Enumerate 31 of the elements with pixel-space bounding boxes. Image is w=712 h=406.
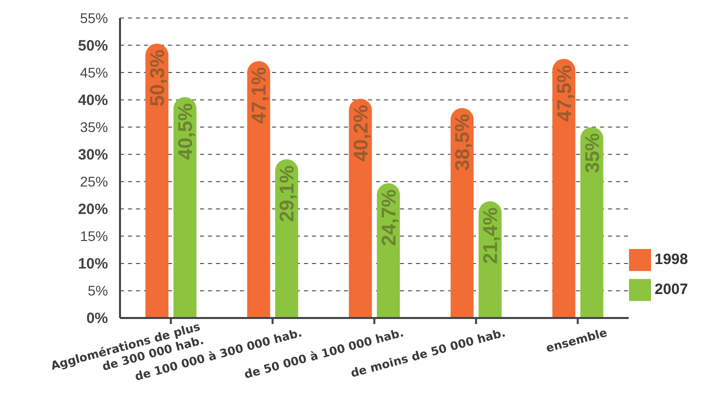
data-label: 35% <box>582 132 604 174</box>
data-label: 47,1% <box>248 66 271 124</box>
bar <box>552 58 576 318</box>
y-tick-label: 5% <box>88 282 108 299</box>
bar <box>173 97 196 318</box>
y-tick-label: 55% <box>80 10 108 26</box>
data-label: 50,3% <box>146 49 169 106</box>
bar <box>348 98 372 318</box>
y-tick-label: 20% <box>78 200 108 218</box>
data-label: 40,2% <box>350 104 372 162</box>
y-tick-label: 25% <box>80 174 108 190</box>
y-tick-label: 50% <box>78 37 108 54</box>
bar <box>450 108 474 318</box>
bar <box>247 61 270 318</box>
data-label: 21,4% <box>480 207 502 264</box>
data-label: 24,7% <box>378 189 400 246</box>
data-label: 47,5% <box>554 64 576 122</box>
y-tick-label: 0% <box>86 310 108 327</box>
legend-label: 2007 <box>654 281 688 298</box>
bar <box>145 44 168 318</box>
y-tick-label: 30% <box>78 146 108 164</box>
data-label: 40,5% <box>174 102 197 160</box>
y-tick-label: 45% <box>80 64 108 81</box>
y-tick-label: 35% <box>80 119 108 136</box>
y-tick-label: 15% <box>80 228 108 244</box>
data-label: 29,1% <box>276 165 299 222</box>
legend-label: 1998 <box>654 251 688 268</box>
bar <box>580 127 604 318</box>
data-label: 38,5% <box>452 114 474 171</box>
y-tick-label: 10% <box>78 255 108 272</box>
y-tick-label: 40% <box>78 92 108 109</box>
